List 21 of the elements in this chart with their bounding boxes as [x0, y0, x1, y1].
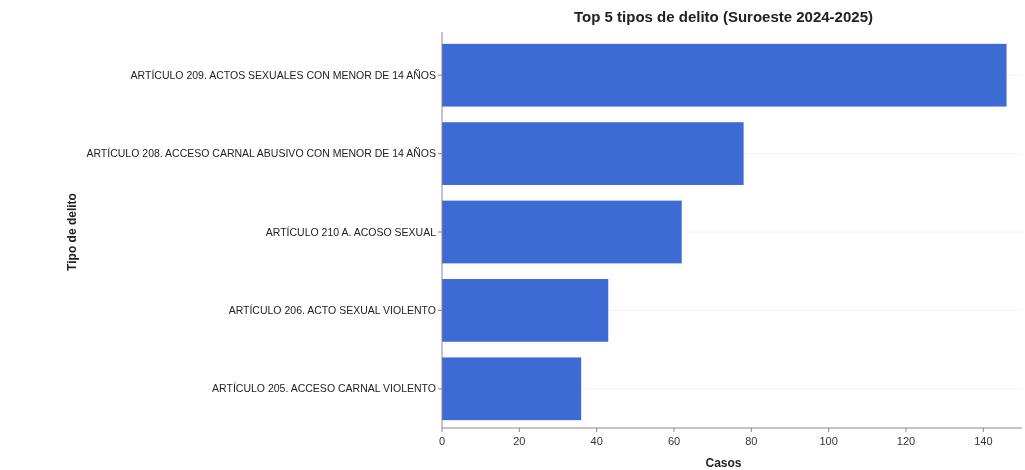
x-tick-label: 140: [974, 435, 993, 447]
x-tick-label: 60: [667, 435, 681, 447]
bar: [442, 200, 682, 264]
x-tick-label: 20: [513, 435, 526, 447]
chart-title: Top 5 tipos de delito (Suroeste 2024-2025): [574, 8, 873, 25]
bar: [442, 43, 1007, 107]
y-tick-label: ARTÍCULO 206. ACTO SEXUAL VIOLENTO: [228, 304, 436, 317]
x-axis-title: Casos: [705, 456, 742, 470]
y-axis-title: Tipo de delito: [65, 193, 80, 271]
x-tick-label: 0: [438, 435, 446, 447]
bar: [442, 122, 744, 185]
y-tick-label: ARTÍCULO 208. ACCESO CARNAL ABUSIVO CON MENOR DE 14 AÑOS: [86, 147, 436, 160]
y-tick-label: ARTÍCULO 205. ACCESO CARNAL VIOLENTO: [212, 382, 436, 395]
bar: [442, 357, 582, 421]
y-tick-label: ARTÍCULO 210 A. ACOSO SEXUAL: [265, 225, 437, 238]
y-tick-label: ARTÍCULO 209. ACTOS SEXUALES CON MENOR DE 14 AÑOS: [130, 68, 436, 81]
x-tick-label: 40: [590, 435, 603, 447]
x-tick-label: 80: [745, 435, 758, 447]
x-tick-label: 100: [819, 435, 838, 447]
bar: [442, 279, 609, 342]
x-tick-label: 120: [896, 435, 916, 447]
